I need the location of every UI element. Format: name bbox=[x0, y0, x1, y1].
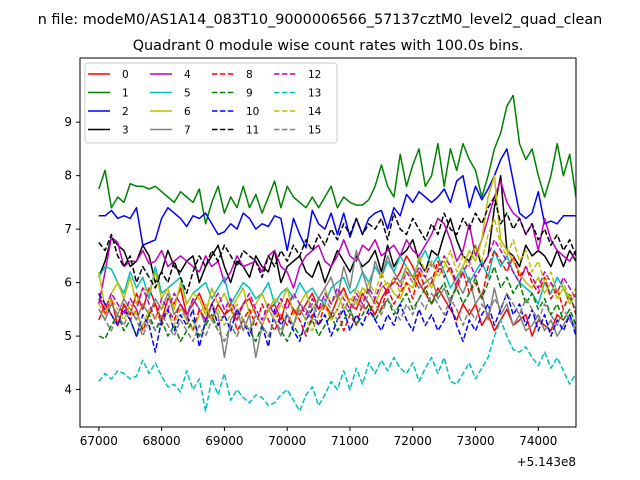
y-tick-label-1: 5 bbox=[64, 329, 72, 343]
ticks-layer: 67000 68000 69000 70000 71000 72000 73000 74000… bbox=[64, 115, 557, 448]
legend-frame bbox=[84, 62, 338, 144]
series-line-11 bbox=[98, 196, 576, 295]
y-tick-label-2: 6 bbox=[64, 276, 72, 290]
series-line-14 bbox=[98, 217, 576, 332]
series-line-15 bbox=[98, 292, 576, 343]
axes-title: Quadrant 0 module wise count rates with … bbox=[133, 38, 524, 54]
legend-label-13: 13 bbox=[308, 88, 321, 100]
y-tick-label-5: 9 bbox=[64, 115, 72, 129]
legend-label-4: 4 bbox=[184, 69, 191, 81]
legend-label-14: 14 bbox=[308, 106, 322, 118]
series-line-8 bbox=[98, 249, 576, 337]
series-layer bbox=[98, 94, 576, 412]
x-tick-label-1: 68000 bbox=[143, 434, 181, 448]
x-offset-label: +5.143e8 bbox=[517, 455, 576, 469]
figure-suptitle: n file: modeM0/AS1A14_083T10_9000006566_… bbox=[38, 12, 603, 28]
legend-label-9: 9 bbox=[246, 88, 253, 100]
y-tick-label-4: 8 bbox=[64, 169, 72, 183]
legend-label-12: 12 bbox=[308, 69, 321, 81]
legend-label-5: 5 bbox=[184, 88, 191, 100]
x-tick-label-0: 67000 bbox=[80, 434, 118, 448]
legend-label-0: 0 bbox=[122, 69, 129, 81]
legend-label-2: 2 bbox=[122, 106, 129, 118]
series-line-10 bbox=[98, 292, 576, 353]
legend-label-15: 15 bbox=[308, 125, 321, 137]
legend-label-1: 1 bbox=[122, 88, 129, 100]
legend-label-3: 3 bbox=[122, 125, 129, 137]
x-tick-label-2: 69000 bbox=[205, 434, 243, 448]
x-tick-label-5: 72000 bbox=[394, 434, 432, 448]
y-tick-label-3: 7 bbox=[64, 222, 72, 236]
series-line-13 bbox=[98, 319, 576, 412]
series-line-12 bbox=[98, 239, 576, 321]
legend-label-6: 6 bbox=[184, 106, 191, 118]
legend-label-7: 7 bbox=[184, 125, 191, 137]
series-line-1 bbox=[98, 94, 576, 225]
series-line-6 bbox=[98, 174, 576, 316]
legend-label-11: 11 bbox=[246, 125, 259, 137]
x-tick-label-6: 73000 bbox=[456, 434, 494, 448]
x-tick-label-3: 70000 bbox=[268, 434, 306, 448]
legend-label-10: 10 bbox=[246, 106, 259, 118]
axes-frame bbox=[79, 57, 577, 428]
y-tick-label-0: 4 bbox=[64, 383, 72, 397]
x-tick-label-4: 71000 bbox=[331, 434, 369, 448]
x-tick-label-7: 74000 bbox=[519, 434, 557, 448]
legend-label-8: 8 bbox=[246, 69, 253, 81]
series-line-4 bbox=[98, 180, 576, 305]
